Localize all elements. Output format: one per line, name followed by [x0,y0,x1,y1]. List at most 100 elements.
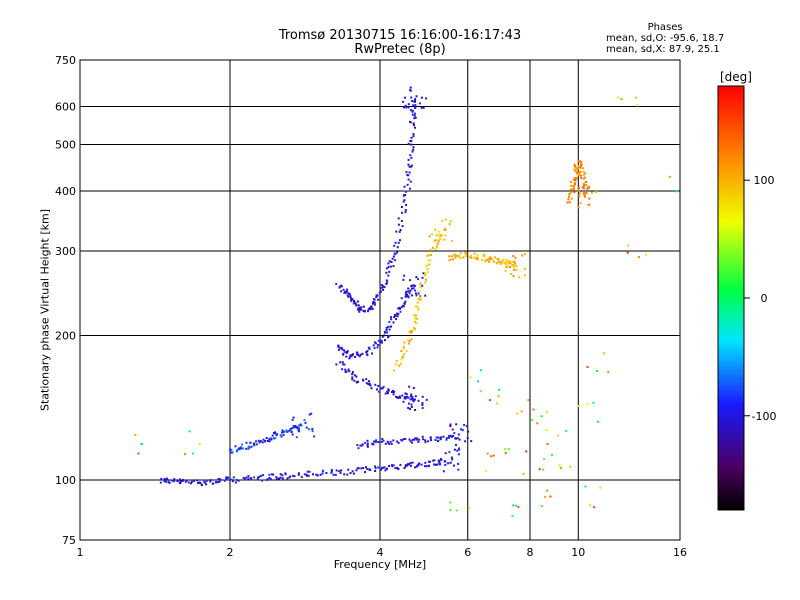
data-point [274,432,277,435]
data-point [489,256,492,259]
data-point [543,458,546,461]
data-point [283,430,285,433]
data-point [325,472,328,474]
data-point [275,476,278,479]
data-point [414,305,417,308]
data-point [456,449,459,452]
data-point [411,294,413,297]
data-point [266,478,269,481]
y-tick-label: 750 [55,54,76,67]
data-point [423,465,426,468]
data-point [434,239,437,242]
data-point [505,263,508,266]
data-point [583,176,586,179]
data-point [414,292,417,295]
data-point [351,373,354,375]
phase-stats-header: Phases [647,22,683,33]
data-point [347,468,350,471]
data-point [404,295,407,298]
y-tick-labels: 75 100 200 300 400 500 600 750 [55,54,76,547]
data-point [382,288,385,291]
data-point [223,479,226,482]
data-point [402,347,405,350]
data-point [372,344,375,347]
data-point [404,104,407,107]
data-point [416,465,418,468]
data-point [377,466,380,469]
data-point [586,403,589,406]
data-point [413,114,416,117]
phase-stats-o: mean, sd,O: -95.6, 18.7 [606,33,725,44]
data-point [432,459,435,462]
data-point [337,344,340,347]
data-point [388,442,391,445]
data-point [390,318,393,321]
data-point [405,464,407,467]
data-point [225,478,228,481]
data-point [241,443,244,446]
data-point [407,406,410,409]
data-point [583,184,585,187]
data-point [373,301,376,304]
data-point [399,310,402,313]
data-point [521,254,524,257]
data-point [353,301,356,303]
data-point [413,438,416,441]
data-point [581,163,584,166]
data-point [386,331,389,334]
data-point [347,368,350,371]
data-point [356,381,358,384]
data-point [281,477,284,480]
data-point [507,261,510,264]
colorbar-tick-label: -100 [752,410,777,423]
data-point [358,355,361,358]
chart-subtitle: RwPretec (8p) [354,42,446,57]
plot-frame [79,59,681,541]
data-point [522,473,525,475]
data-point [474,257,477,260]
data-point [167,481,170,484]
data-point [349,295,352,298]
data-point [137,452,140,455]
data-point [397,223,400,226]
data-point [305,426,308,429]
data-point [391,257,394,260]
data-point [407,106,410,109]
data-point [457,433,460,436]
data-point [286,477,289,480]
data-point [579,192,581,195]
data-point [414,328,416,331]
data-point [203,480,206,483]
data-point [304,421,307,424]
data-point [411,99,414,102]
data-point [577,405,580,408]
data-point [540,415,543,418]
data-point [589,504,592,507]
data-point [424,281,427,284]
data-point [298,424,301,427]
data-point [247,445,250,448]
data-point [504,269,507,272]
data-point [167,479,170,482]
data-point [381,286,384,289]
data-point [452,464,455,467]
data-point [449,508,452,511]
data-point [457,468,460,471]
data-point [386,390,389,393]
data-point [405,190,407,193]
data-point [342,288,345,291]
data-point [572,184,575,187]
data-point [427,254,429,257]
data-point [427,464,430,467]
data-point [230,478,233,481]
data-point [243,478,246,481]
data-point [436,242,439,245]
data-point [410,285,413,288]
data-point [546,489,549,492]
data-point [574,179,577,182]
data-point [373,303,376,306]
data-point [340,346,343,349]
data-point [616,96,619,99]
data-point [550,453,553,456]
data-point [435,436,438,439]
